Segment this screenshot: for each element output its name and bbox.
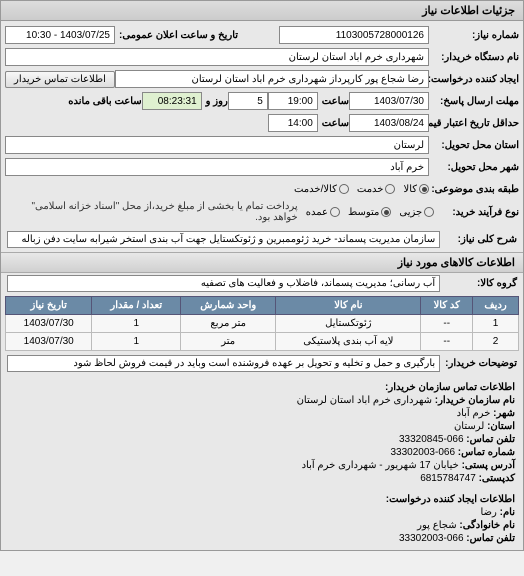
table-cell: 1403/07/30 — [6, 333, 92, 351]
buy-type-label: نوع فرآیند خرید: — [434, 207, 519, 218]
cr-name: رضا — [480, 507, 496, 518]
radio-medium[interactable]: متوسط — [348, 207, 391, 218]
table-cell: متر — [181, 333, 276, 351]
buy-type-radios: جزیی متوسط عمده — [306, 207, 435, 218]
c-fax-label: شماره تماس: — [458, 447, 515, 458]
radio-large[interactable]: عمده — [306, 207, 340, 218]
c-city-label: شهر: — [493, 408, 515, 419]
cr-family: شجاع پور — [417, 520, 456, 531]
table-header: واحد شمارش — [181, 297, 276, 315]
table-header: تعداد / مقدار — [92, 297, 181, 315]
table-cell: 2 — [473, 333, 519, 351]
radio-service[interactable]: خدمت — [357, 184, 396, 195]
creator-title: اطلاعات ایجاد کننده درخواست: — [386, 494, 515, 505]
c-org-label: نام سازمان خریدار: — [435, 395, 515, 406]
panel-title: جزئیات اطلاعات نیاز — [1, 1, 523, 21]
announce-value: 1403/07/25 - 10:30 — [5, 26, 115, 44]
table-cell: 1403/07/30 — [6, 315, 92, 333]
need-no-value: 1103005728000126 — [279, 26, 429, 44]
table-header: ردیف — [473, 297, 519, 315]
c-org: شهرداری خرم اباد استان لرستان — [297, 395, 432, 406]
goods-group-value: آب رسانی؛ مدیریت پسماند، فاضلاب و فعالیت… — [7, 275, 440, 292]
form-area: شماره نیاز: 1103005728000126 تاریخ و ساع… — [1, 21, 523, 229]
cr-name-label: نام: — [500, 507, 515, 518]
cr-family-label: نام خانوادگی: — [459, 520, 515, 531]
table-cell: -- — [421, 315, 473, 333]
table-row: 2--لایه آب بندی پلاستیکیمتر11403/07/30 — [6, 333, 519, 351]
city-value: خرم آباد — [5, 158, 429, 176]
province-value: لرستان — [5, 136, 429, 154]
c-phone: 066-33320845 — [399, 434, 464, 445]
table-header: تاریخ نیاز — [6, 297, 92, 315]
price-valid-date: 1403/08/24 — [349, 114, 429, 132]
table-cell: 1 — [473, 315, 519, 333]
c-addr-label: آدرس پستی: — [462, 460, 515, 471]
goods-table: ردیفکد کالانام کالاواحد شمارشتعداد / مقد… — [5, 296, 519, 351]
cr-phone: 066-33302003 — [399, 533, 464, 544]
table-cell: 1 — [92, 315, 181, 333]
group-type-label: طبقه بندی موضوعی: — [429, 184, 519, 195]
table-cell: متر مربع — [181, 315, 276, 333]
need-key-value: سازمان مدیریت پسماند- خرید ژئوممبرین و ژ… — [7, 231, 440, 248]
reply-time-label: ساعت — [318, 96, 349, 107]
c-prov-label: استان: — [487, 421, 515, 432]
announce-label: تاریخ و ساعت اعلان عمومی: — [115, 30, 238, 41]
c-prov: لرستان — [454, 421, 484, 432]
buy-note: پرداخت تمام یا بخشی از مبلغ خرید،از محل … — [5, 201, 298, 223]
creator-section: اطلاعات ایجاد کننده درخواست: نام: رضا نا… — [1, 490, 523, 550]
table-cell: ژئوتکستایل — [276, 315, 421, 333]
days-left: 5 — [228, 92, 268, 110]
city-label: شهر محل تحویل: — [429, 162, 519, 173]
c-fax: 066-33302003 — [390, 447, 455, 458]
c-post: 6815784747 — [420, 473, 476, 484]
table-row: 1--ژئوتکستایلمتر مربع11403/07/30 — [6, 315, 519, 333]
contact-title: اطلاعات تماس سازمان خریدار: — [385, 382, 515, 393]
group-type-radios: کالا خدمت کالا/خدمت — [294, 184, 429, 195]
table-cell: 1 — [92, 333, 181, 351]
buyer-desc-value: بارگیری و حمل و تخلیه و تحویل بر عهده فر… — [7, 355, 440, 372]
c-phone-label: تلفن تماس: — [466, 434, 515, 445]
goods-section-title: اطلاعات کالاهای مورد نیاز — [1, 252, 523, 273]
details-panel: جزئیات اطلاعات نیاز شماره نیاز: 11030057… — [0, 0, 524, 551]
org-label: نام دستگاه خریدار: — [429, 52, 519, 63]
c-addr: خیابان 17 شهریور - شهرداری خرم آباد — [302, 460, 459, 471]
c-city: خرم آباد — [457, 408, 491, 419]
table-header: کد کالا — [421, 297, 473, 315]
time-left: 08:23:31 — [142, 92, 202, 110]
need-no-label: شماره نیاز: — [429, 30, 519, 41]
cr-phone-label: تلفن تماس: — [466, 533, 515, 544]
goods-group-label: گروه کالا: — [440, 278, 517, 289]
contact-buyer-button[interactable]: اطلاعات تماس خریدار — [5, 71, 115, 88]
creator-label: ایجاد کننده درخواست: — [429, 74, 519, 85]
contact-section: اطلاعات تماس سازمان خریدار: نام سازمان خ… — [1, 378, 523, 490]
org-value: شهرداری خرم اباد استان لرستان — [5, 48, 429, 66]
time-left-label: ساعت باقی مانده — [64, 96, 141, 107]
need-key-label: شرح کلی نیاز: — [440, 234, 517, 245]
radio-goods[interactable]: کالا — [403, 184, 429, 195]
reply-deadline-label: مهلت ارسال پاسخ: — [429, 96, 519, 107]
days-left-label: روز و — [202, 96, 228, 107]
table-cell: لایه آب بندی پلاستیکی — [276, 333, 421, 351]
buyer-desc-label: توضیحات خریدار: — [440, 358, 517, 369]
c-post-label: کدپستی: — [479, 473, 515, 484]
price-valid-time: 14:00 — [268, 114, 318, 132]
price-valid-time-label: ساعت — [318, 118, 349, 129]
price-valid-label: حداقل تاریخ اعتبار قیمت تا تاریخ: — [429, 118, 519, 129]
table-cell: -- — [421, 333, 473, 351]
radio-goods-service[interactable]: کالا/خدمت — [294, 184, 349, 195]
province-label: استان محل تحویل: — [429, 140, 519, 151]
creator-value: رضا شجاع پور کارپرداز شهرداری خرم اباد ا… — [115, 70, 429, 88]
table-header: نام کالا — [276, 297, 421, 315]
radio-small[interactable]: جزیی — [399, 207, 434, 218]
reply-date: 1403/07/30 — [349, 92, 429, 110]
reply-time: 19:00 — [268, 92, 318, 110]
